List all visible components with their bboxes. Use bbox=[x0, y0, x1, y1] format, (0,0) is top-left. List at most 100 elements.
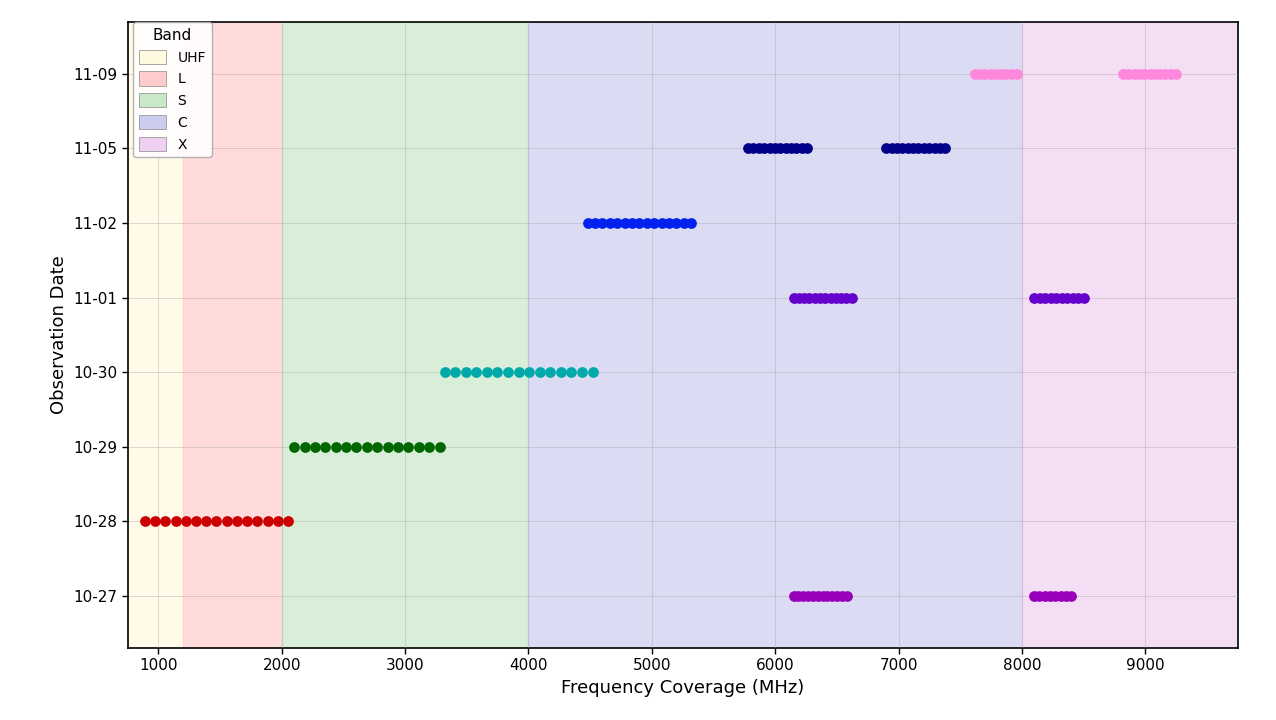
Point bbox=[997, 68, 1017, 79]
Point bbox=[135, 516, 156, 527]
Point bbox=[980, 68, 1000, 79]
Point bbox=[1060, 590, 1081, 602]
Point bbox=[1063, 292, 1083, 303]
Point bbox=[1023, 590, 1044, 602]
Point bbox=[965, 68, 985, 79]
Point bbox=[783, 590, 804, 602]
Point bbox=[1007, 68, 1027, 79]
Point bbox=[621, 217, 642, 229]
Point bbox=[430, 441, 450, 452]
Point bbox=[578, 217, 598, 229]
Point bbox=[738, 143, 758, 154]
Point bbox=[378, 441, 398, 452]
Point bbox=[826, 292, 846, 303]
Point bbox=[975, 68, 995, 79]
Point bbox=[615, 217, 635, 229]
Bar bbox=[528, 22, 1022, 648]
Point bbox=[607, 217, 628, 229]
Point bbox=[278, 516, 299, 527]
Point bbox=[803, 590, 823, 602]
Point bbox=[248, 516, 268, 527]
Point bbox=[810, 292, 831, 303]
Point bbox=[832, 590, 852, 602]
Point bbox=[398, 441, 419, 452]
Point bbox=[1035, 292, 1055, 303]
Point bbox=[1030, 292, 1050, 303]
Bar bbox=[282, 22, 528, 648]
Point bbox=[882, 143, 902, 154]
Point bbox=[743, 143, 763, 154]
Point bbox=[456, 366, 476, 378]
Point bbox=[295, 441, 315, 452]
Point bbox=[841, 292, 861, 303]
Bar bbox=[1022, 22, 1238, 648]
Point bbox=[789, 292, 809, 303]
Point bbox=[1139, 68, 1160, 79]
Point bbox=[1166, 68, 1187, 79]
Point bbox=[346, 441, 366, 452]
Point bbox=[629, 217, 649, 229]
Point bbox=[887, 143, 907, 154]
Point bbox=[305, 441, 325, 452]
Point bbox=[808, 590, 828, 602]
Point bbox=[1023, 292, 1044, 303]
Bar bbox=[128, 22, 184, 648]
Point bbox=[903, 143, 924, 154]
Point bbox=[783, 292, 804, 303]
Y-axis label: Observation Date: Observation Date bbox=[50, 256, 68, 414]
Point bbox=[1134, 68, 1155, 79]
Point bbox=[592, 217, 612, 229]
Point bbox=[408, 441, 429, 452]
Point bbox=[1040, 590, 1060, 602]
Point bbox=[584, 217, 605, 229]
Point bbox=[197, 516, 217, 527]
Point bbox=[1050, 590, 1071, 602]
Point bbox=[477, 366, 498, 378]
Point bbox=[561, 366, 582, 378]
Point bbox=[207, 516, 227, 527]
Point bbox=[551, 366, 572, 378]
Point bbox=[582, 366, 602, 378]
Point bbox=[759, 143, 780, 154]
Point bbox=[268, 516, 288, 527]
Point bbox=[986, 68, 1007, 79]
Point bbox=[930, 143, 951, 154]
Point bbox=[315, 441, 336, 452]
Point bbox=[754, 143, 775, 154]
Point bbox=[283, 441, 304, 452]
Point bbox=[805, 292, 826, 303]
Point bbox=[781, 143, 801, 154]
Point bbox=[1161, 68, 1182, 79]
Point bbox=[1145, 68, 1165, 79]
X-axis label: Frequency Coverage (MHz): Frequency Coverage (MHz) bbox=[561, 679, 804, 697]
Point bbox=[970, 68, 990, 79]
Point bbox=[1040, 292, 1060, 303]
Point bbox=[897, 143, 917, 154]
Point bbox=[1155, 68, 1175, 79]
Point bbox=[822, 590, 842, 602]
Point bbox=[1129, 68, 1150, 79]
Point bbox=[1002, 68, 1022, 79]
Point bbox=[837, 590, 857, 602]
Point bbox=[820, 292, 841, 303]
Point bbox=[827, 590, 847, 602]
Point bbox=[1035, 590, 1055, 602]
Point bbox=[1045, 590, 1065, 602]
Point bbox=[786, 143, 806, 154]
Point bbox=[540, 366, 560, 378]
Point bbox=[1113, 68, 1133, 79]
Point bbox=[798, 143, 818, 154]
Point bbox=[367, 441, 388, 452]
Point bbox=[1051, 292, 1072, 303]
Point bbox=[572, 366, 592, 378]
Point bbox=[749, 143, 769, 154]
Point bbox=[227, 516, 248, 527]
Point bbox=[789, 590, 809, 602]
Point bbox=[794, 292, 814, 303]
Point bbox=[445, 366, 466, 378]
Point bbox=[799, 292, 819, 303]
Point bbox=[666, 217, 686, 229]
Point bbox=[1073, 292, 1094, 303]
Point bbox=[325, 441, 346, 452]
Point bbox=[637, 217, 657, 229]
